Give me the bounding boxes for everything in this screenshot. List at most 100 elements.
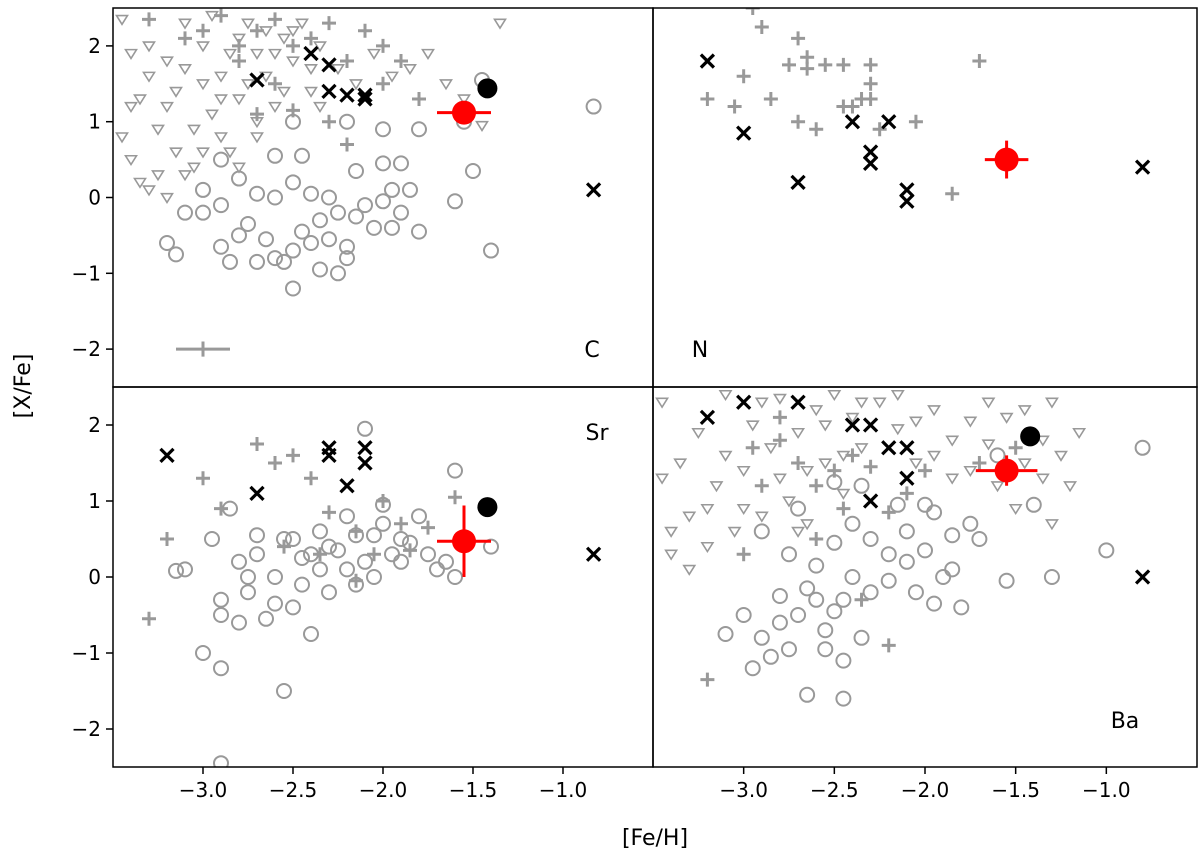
plus-marker <box>286 448 300 463</box>
y-tick-label: 0 <box>88 186 101 210</box>
circle-marker <box>258 610 274 627</box>
circle-marker <box>213 660 229 677</box>
plus-marker <box>394 516 408 531</box>
circle-marker <box>808 557 825 574</box>
triangle-marker <box>981 397 996 409</box>
plus-marker <box>899 486 914 501</box>
x-axis-title: [Fe/H] <box>622 826 688 851</box>
plus-marker <box>448 490 462 505</box>
circle-marker <box>844 515 861 532</box>
triangle-marker <box>709 481 724 493</box>
plus-marker <box>268 76 282 91</box>
plus-marker <box>700 672 715 687</box>
circle-marker <box>898 523 915 540</box>
plus-marker <box>340 137 354 152</box>
triangle-marker <box>791 526 806 538</box>
circle-marker <box>294 147 310 164</box>
cross-marker <box>339 478 355 494</box>
triangle-marker <box>268 48 282 60</box>
triangle-marker <box>439 79 453 91</box>
circle-marker <box>411 121 427 138</box>
cross-marker <box>585 182 602 198</box>
circle-marker <box>907 584 924 601</box>
cross-marker <box>321 83 337 100</box>
triangle-marker <box>754 511 769 523</box>
circle-marker <box>249 253 265 270</box>
plus-marker <box>214 8 228 23</box>
circle-marker <box>312 261 328 278</box>
circle-marker <box>375 193 391 210</box>
triangle-marker <box>664 549 679 561</box>
triangle-marker <box>736 465 751 478</box>
circle-marker <box>411 223 427 240</box>
circle-marker <box>348 527 364 544</box>
circle-marker <box>420 546 436 563</box>
circle-marker <box>231 227 247 244</box>
triangle-marker <box>286 26 300 38</box>
circle-marker <box>267 569 283 585</box>
circle-marker <box>240 216 256 233</box>
circle-marker <box>285 113 301 130</box>
triangle-marker <box>854 443 869 455</box>
highlight-marker <box>994 458 1019 483</box>
circle-marker <box>771 614 788 631</box>
triangle-marker <box>493 18 507 30</box>
plus-marker <box>745 8 760 15</box>
y-tick-label: −1 <box>72 641 101 665</box>
circle-marker <box>357 197 373 214</box>
triangle-marker <box>205 109 219 121</box>
cross-marker <box>899 440 915 456</box>
plus-marker <box>745 440 760 455</box>
circle-marker <box>267 250 283 267</box>
plus-marker <box>412 91 426 106</box>
plus-marker <box>772 410 787 425</box>
circle-marker <box>285 242 301 259</box>
plus-marker <box>160 532 174 546</box>
plus-marker <box>268 456 282 470</box>
circle-marker <box>411 508 427 525</box>
triangle-marker <box>457 94 471 106</box>
circle-marker <box>357 553 373 570</box>
circle-marker <box>321 538 337 555</box>
circle-marker <box>330 204 346 221</box>
circle-marker <box>889 496 906 513</box>
circle-marker <box>267 147 283 164</box>
circle-marker <box>312 561 328 578</box>
circle-marker <box>267 595 283 612</box>
circle-marker <box>1098 542 1115 559</box>
triangle-marker <box>232 94 246 106</box>
cross-marker <box>862 417 879 433</box>
triangle-marker <box>818 458 833 470</box>
plus-marker <box>754 19 769 34</box>
plus-marker <box>809 478 824 493</box>
triangle-marker <box>927 405 942 417</box>
triangle-marker <box>854 397 869 409</box>
circle-marker <box>880 572 897 589</box>
x-tick-label: −1.0 <box>1082 778 1131 802</box>
triangle-marker <box>304 63 318 76</box>
circle-marker <box>384 181 400 198</box>
plus-marker <box>142 611 156 626</box>
panel-frame <box>652 7 1198 388</box>
plus-marker <box>421 520 435 535</box>
plus-marker <box>196 23 210 38</box>
black-dot-marker <box>477 78 498 99</box>
plus-marker <box>268 12 282 27</box>
circle-marker <box>249 546 265 563</box>
circle-marker <box>285 174 301 191</box>
cross-marker <box>303 45 319 62</box>
circle-marker <box>339 250 355 267</box>
plus-marker <box>772 433 787 448</box>
circle-marker <box>962 515 979 532</box>
marker-group <box>699 8 1151 209</box>
circle-marker <box>294 550 310 566</box>
cross-marker <box>699 53 716 69</box>
triangle-marker <box>782 496 796 508</box>
circle-marker <box>195 181 211 198</box>
triangle-marker <box>800 519 815 531</box>
plus-marker <box>791 114 806 129</box>
panel-label-c: C <box>584 338 599 363</box>
plus-marker <box>791 456 806 470</box>
y-tick-label: 1 <box>88 110 101 134</box>
triangle-marker <box>908 416 923 428</box>
